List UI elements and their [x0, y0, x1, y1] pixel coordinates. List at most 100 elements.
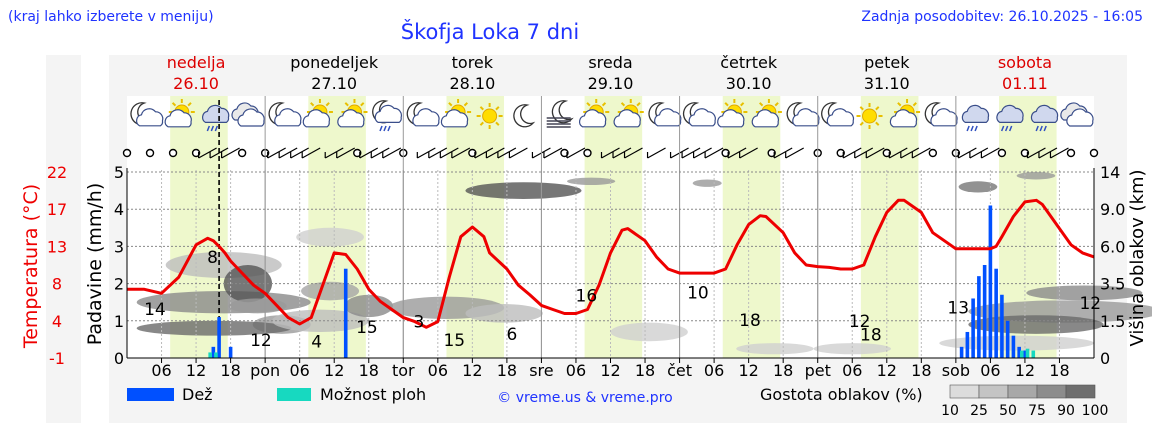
x-tick-label: 06 [704, 361, 724, 380]
wind-shaft [681, 147, 701, 159]
day-date: 27.10 [311, 74, 357, 93]
x-tick-label: sre [529, 361, 553, 380]
cloud-shape [440, 109, 469, 128]
raindrop [210, 125, 215, 132]
wind-barb-icon [566, 147, 586, 159]
cloud-shape [792, 108, 820, 127]
wind-barb-icon [842, 147, 862, 159]
wind-shaft [451, 147, 471, 159]
x-tick-label: 12 [877, 361, 897, 380]
calm-wind-icon [122, 148, 132, 158]
rain-bar [994, 268, 998, 358]
cloud-density-blob [610, 322, 688, 342]
cloud-shape [717, 109, 745, 128]
temperature-label: 10 [687, 284, 709, 304]
credit-link[interactable]: © vreme.us & vreme.pro [497, 390, 672, 406]
day-date: 30.10 [726, 74, 772, 93]
cloud-shape [613, 109, 641, 128]
wind-barb-icon [957, 147, 977, 159]
temperature-label: 12 [1079, 294, 1101, 314]
wind-shaft [324, 147, 344, 159]
wind-barb-icon [623, 147, 643, 159]
cloud-density-scale-label: 50 [999, 403, 1017, 419]
sun-ray [759, 102, 764, 107]
x-tick-label: 12 [324, 361, 344, 380]
sun-cloud-icon [164, 99, 195, 128]
x-tick-label: 06 [980, 361, 1000, 380]
wind-shaft [773, 147, 793, 159]
cloud-density-swatch [1065, 384, 1096, 399]
calm-wind-icon [191, 148, 201, 158]
cloud-density-swatch [949, 384, 980, 399]
temperature-tick-label: -1 [49, 349, 65, 368]
wind-shaft [543, 147, 563, 159]
rain-bar [1000, 294, 1004, 358]
cloud-shape [302, 109, 331, 128]
wind-barb-icon [485, 147, 505, 159]
day-name: četrtek [720, 53, 778, 72]
shower-bar [1031, 350, 1036, 358]
x-tick-label: 12 [738, 361, 758, 380]
temperature-tick-label: 4 [52, 312, 62, 331]
cloud-height-tick-label: 6.0 [1100, 237, 1125, 256]
wind-shaft [842, 147, 862, 159]
x-tick-label: 06 [566, 361, 586, 380]
sun-icon [476, 103, 503, 129]
sun-ray [912, 102, 917, 107]
rain-bar [217, 317, 221, 358]
x-tick-label: 06 [289, 361, 309, 380]
raindrop [383, 125, 387, 132]
x-tick-label: sob [942, 361, 970, 380]
x-tick-label: pet [805, 361, 831, 380]
x-tick-label: 18 [773, 361, 793, 380]
raindrop [1039, 125, 1043, 132]
rain-cloud-icon [961, 104, 990, 132]
temperature-tick-label: 8 [52, 275, 62, 294]
sun-ray [636, 102, 641, 107]
sun-ray [448, 102, 453, 107]
sun-cloud-icon [302, 99, 333, 128]
wind-shaft [566, 147, 586, 159]
temperature-tick-label: 13 [47, 237, 67, 256]
sun-disc [482, 108, 498, 124]
rain-cloud-icon [996, 104, 1024, 132]
cloud-density-blob [465, 182, 582, 199]
wind-shaft [900, 147, 920, 159]
region-note[interactable]: (kraj lahko izberete v meniju) [8, 9, 214, 25]
wind-barb-icon [865, 147, 885, 159]
wind-shaft [221, 147, 240, 159]
wind-barb-icon [267, 147, 286, 159]
sun-cloud-icon [337, 99, 368, 128]
raindrop [974, 125, 978, 132]
shower-bar [208, 352, 212, 358]
wind-shaft [785, 147, 804, 159]
wind-shaft [382, 147, 402, 159]
wind-shaft [889, 147, 908, 159]
shower-bar [1025, 348, 1030, 358]
x-tick-label: 18 [497, 361, 517, 380]
moon-cloud-icon [924, 102, 958, 127]
x-tick-label: tor [392, 361, 415, 380]
x-tick-label: 06 [842, 361, 862, 380]
sun-disc [862, 108, 878, 124]
wind-shaft [301, 147, 321, 159]
sun-ray [495, 106, 500, 111]
wind-shaft [497, 147, 517, 159]
precipitation-tick-label: 3 [114, 237, 124, 256]
cloud-density-blob [296, 227, 364, 247]
calm-wind-icon [237, 148, 247, 158]
cloud-density-blob [465, 304, 543, 323]
wind-shaft [336, 147, 356, 159]
cloud-shape [337, 109, 365, 128]
x-tick-label: 12 [1015, 361, 1035, 380]
raindrop [379, 125, 383, 132]
temperature-tick-label: 17 [47, 200, 67, 219]
cloud-density-blob [136, 320, 292, 336]
raindrop [1035, 125, 1039, 132]
wind-barb-icon [324, 147, 344, 159]
cloud-density-scale-label: 90 [1057, 403, 1075, 419]
wind-barb-icon [980, 147, 1000, 159]
day-name: nedelja [167, 53, 226, 72]
temperature-label: 13 [947, 299, 969, 319]
wind-barb-icon [692, 147, 712, 159]
